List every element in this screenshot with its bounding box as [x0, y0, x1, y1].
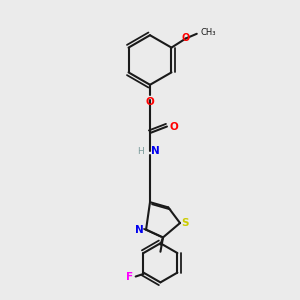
Text: O: O [182, 34, 190, 44]
Text: N: N [151, 146, 159, 156]
Text: F: F [127, 272, 134, 281]
Text: CH₃: CH₃ [201, 28, 216, 37]
Text: H: H [137, 147, 143, 156]
Text: N: N [135, 225, 143, 235]
Text: S: S [181, 218, 189, 228]
Text: O: O [146, 97, 154, 106]
Text: O: O [169, 122, 178, 131]
